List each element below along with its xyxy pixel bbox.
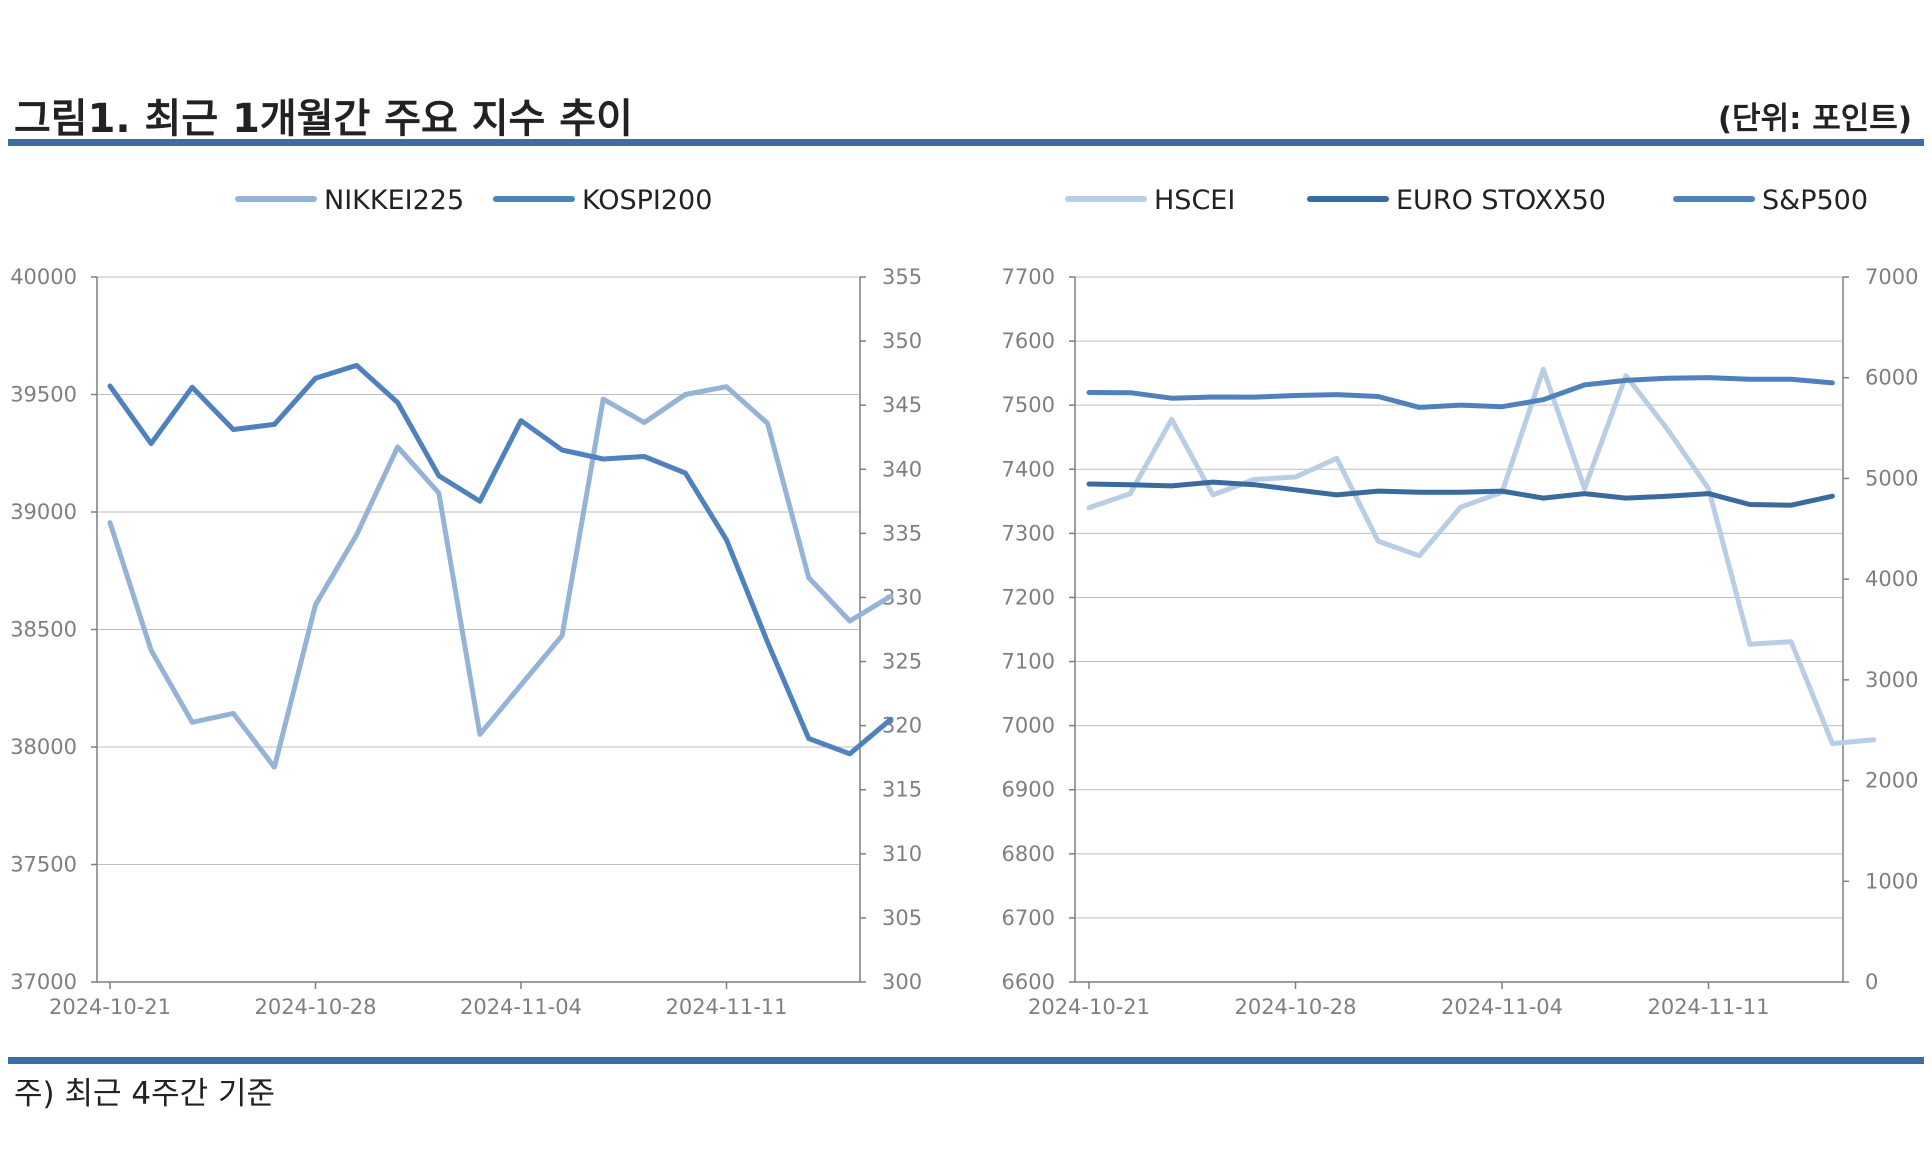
y-tick-label: 7300 (1002, 521, 1055, 545)
y2-tick-label: 4000 (1865, 567, 1918, 591)
y-tick-label: 37500 (10, 853, 77, 877)
x-tick-label: 2024-11-04 (460, 995, 582, 1019)
y-tick-label: 7700 (1002, 265, 1055, 289)
y2-tick-label: 355 (882, 265, 922, 289)
y-tick-label: 7600 (1002, 329, 1055, 353)
y2-tick-label: 345 (882, 393, 922, 417)
y-tick-label: 7400 (1002, 457, 1055, 481)
y-tick-label: 6800 (1002, 842, 1055, 866)
y-tick-label: 7500 (1002, 393, 1055, 417)
legend-label-s-p500: S&P500 (1762, 185, 1868, 216)
x-tick-label: 2024-11-04 (1441, 995, 1563, 1019)
legend-label-euro-stoxx50: EURO STOXX50 (1396, 185, 1606, 216)
y2-tick-label: 300 (882, 970, 922, 994)
y-tick-label: 6900 (1002, 778, 1055, 802)
legend-label-hscei: HSCEI (1154, 185, 1235, 216)
y2-tick-label: 340 (882, 457, 922, 481)
right-chart: 6600 6700 6800 6900 7000 7100 7200 7300 7400 7500… (1002, 185, 1919, 1019)
legend-label-nikkei225: NIKKEI225 (324, 185, 464, 216)
y2-tick-label: 6000 (1865, 366, 1918, 390)
y2-tick-label: 3000 (1865, 668, 1918, 692)
y2-tick-label: 0 (1865, 970, 1878, 994)
y2-tick-label: 7000 (1865, 265, 1918, 289)
series-line-kospi200 (107, 362, 894, 757)
series-line-hscei (1086, 366, 1877, 747)
y2-tick-label: 1000 (1865, 869, 1918, 893)
y2-tick-label: 5000 (1865, 466, 1918, 490)
legend-label-kospi200: KOSPI200 (582, 185, 712, 216)
series-line-euro-stoxx50 (1086, 479, 1835, 508)
y-tick-label: 39500 (10, 383, 77, 407)
x-tick-label: 2024-10-21 (49, 995, 171, 1019)
footnote: 주) 최근 4주간 기준 (14, 1076, 276, 1112)
x-tick-label: 2024-10-21 (1028, 995, 1150, 1019)
y2-tick-label: 320 (882, 714, 922, 738)
y-tick-label: 40000 (10, 265, 77, 289)
y-tick-label: 7000 (1002, 714, 1055, 738)
y2-tick-label: 325 (882, 650, 922, 674)
bottom-divider (8, 1057, 1924, 1064)
y2-tick-label: 350 (882, 329, 922, 353)
x-tick-label: 2024-11-11 (665, 995, 787, 1019)
y-tick-label: 7100 (1002, 650, 1055, 674)
y-tick-label: 38500 (10, 618, 77, 642)
x-tick-label: 2024-10-28 (254, 995, 376, 1019)
y-tick-label: 6600 (1002, 970, 1055, 994)
x-tick-label: 2024-11-11 (1647, 995, 1769, 1019)
y-tick-label: 39000 (10, 500, 77, 524)
y-tick-label: 7200 (1002, 585, 1055, 609)
y2-tick-label: 305 (882, 906, 922, 930)
y2-tick-label: 310 (882, 842, 922, 866)
left-chart: 37000 37500 38000 38500 39000 39500 40000 300 30… (10, 185, 922, 1019)
series-line-s-p500 (1086, 375, 1835, 410)
top-divider (8, 139, 1924, 146)
unit-label: (단위: 포인트) (1717, 101, 1912, 137)
y2-tick-label: 335 (882, 521, 922, 545)
series-line-nikkei225 (107, 384, 894, 770)
y-tick-label: 38000 (10, 735, 77, 759)
y2-tick-label: 315 (882, 778, 922, 802)
y-tick-label: 6700 (1002, 906, 1055, 930)
figure-title: 그림1. 최근 1개월간 주요 지수 추이 (14, 96, 633, 142)
x-tick-label: 2024-10-28 (1234, 995, 1356, 1019)
y-tick-label: 37000 (10, 970, 77, 994)
y2-tick-label: 2000 (1865, 769, 1918, 793)
